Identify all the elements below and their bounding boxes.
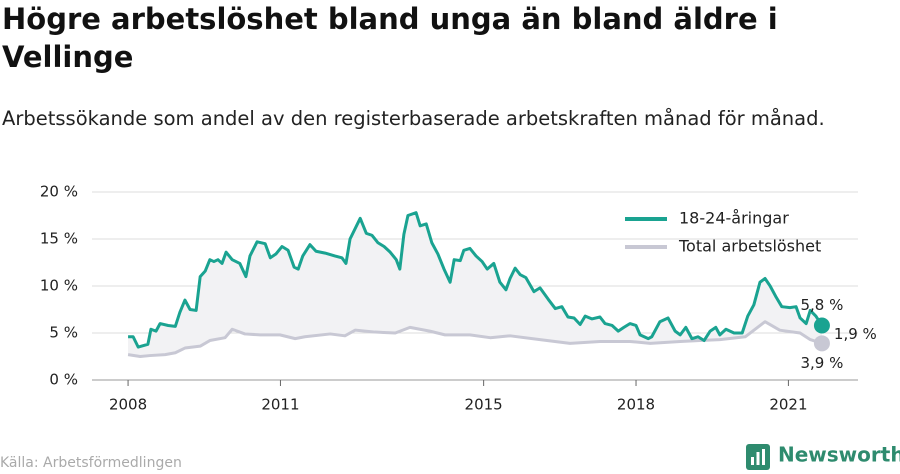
y-tick-label: 5 % (49, 324, 78, 342)
end-dot (813, 317, 830, 334)
x-tick-label: 2015 (465, 396, 503, 414)
x-tick-label: 2008 (109, 396, 147, 414)
y-tick-label: 15 % (40, 230, 78, 248)
y-tick-label: 0 % (49, 371, 78, 389)
gap-area (128, 212, 822, 357)
x-tick-label: 2011 (261, 396, 299, 414)
end-dot (813, 335, 830, 352)
source: Källa: Arbetsförmedlingen (0, 455, 182, 471)
legend-label: Total arbetslöshet (678, 237, 821, 256)
annotation: 5,8 % (800, 296, 843, 314)
annotation: 3,9 % (800, 354, 843, 372)
line (127, 320, 823, 358)
logo-icon (746, 444, 770, 470)
legend-label: 18-24-åringar (679, 209, 789, 228)
x-tick-label: 2018 (617, 396, 655, 414)
chart-title: Högre arbetslöshet bland unga än bland ä… (2, 2, 778, 74)
y-tick-label: 10 % (40, 277, 78, 295)
y-tick-label: 20 % (40, 183, 78, 201)
logo-text: Newsworthy (778, 443, 900, 467)
chart-subtitle: Arbetssökande som andel av den registerb… (2, 107, 825, 130)
line (128, 211, 824, 349)
x-tick-label: 2021 (769, 396, 807, 414)
annotation: 1,9 % (834, 325, 877, 343)
